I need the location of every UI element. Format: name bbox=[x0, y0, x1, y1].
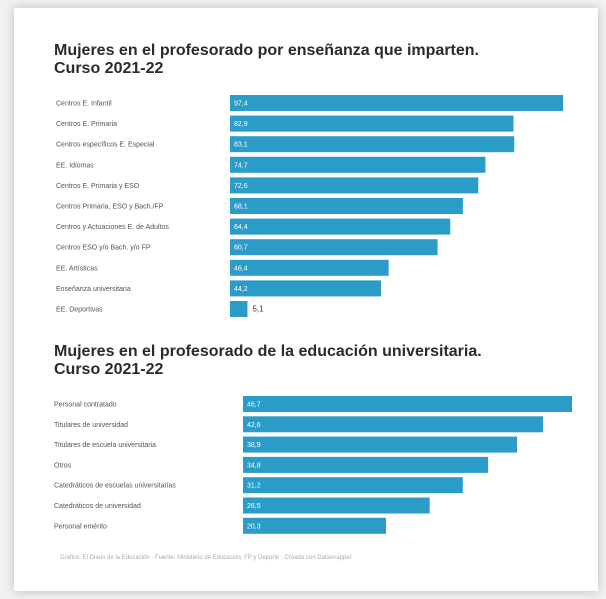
value-label-ensenanza-5: 68,1 bbox=[234, 204, 248, 211]
value-label-ensenanza-8: 46,4 bbox=[234, 265, 248, 272]
category-label-universitaria-6: Personal emérito bbox=[54, 523, 107, 530]
chart-title-universitaria-line-1: Mujeres en el profesorado de la educació… bbox=[54, 343, 482, 360]
category-label-universitaria-1: Titulares de universidad bbox=[54, 422, 128, 429]
bar-ensenanza-8 bbox=[230, 259, 389, 276]
category-label-ensenanza-1: Centros E. Primaria bbox=[56, 121, 117, 128]
value-label-universitaria-3: 34,8 bbox=[247, 462, 261, 469]
value-label-ensenanza-2: 83,1 bbox=[234, 142, 248, 149]
category-label-universitaria-2: Titulares de escuela universitaria bbox=[54, 442, 156, 449]
category-label-ensenanza-8: EE. Artísticas bbox=[56, 265, 98, 272]
category-label-universitaria-5: Catedráticos de universidad bbox=[54, 503, 141, 510]
category-label-universitaria-4: Catedráticos de escuelas universitarias bbox=[54, 483, 176, 490]
source-note: Gráfico: El Diario de la Educación · Fue… bbox=[60, 555, 352, 561]
value-label-ensenanza-4: 72,6 bbox=[234, 183, 248, 190]
category-label-universitaria-0: Personal contratado bbox=[54, 402, 117, 409]
category-label-ensenanza-6: Centros y Actuaciones E. de Adultos bbox=[56, 224, 169, 231]
category-label-ensenanza-0: Centros E. Infantil bbox=[56, 101, 112, 108]
bar-universitaria-6 bbox=[243, 517, 387, 534]
bar-ensenanza-10 bbox=[230, 301, 248, 317]
chart-title-universitaria: Mujeres en el profesorado de la educació… bbox=[54, 343, 574, 379]
category-label-ensenanza-2: Centros específicos E. Especial bbox=[56, 142, 155, 149]
bar-ensenanza-6 bbox=[230, 218, 451, 235]
value-label-universitaria-0: 46,7 bbox=[247, 402, 261, 409]
value-label-ensenanza-0: 97,4 bbox=[234, 101, 248, 108]
value-label-ensenanza-3: 74,7 bbox=[234, 162, 248, 169]
category-label-ensenanza-3: EE. Idiomas bbox=[56, 162, 94, 169]
category-label-ensenanza-4: Centros E. Primaria y ESO bbox=[56, 183, 140, 190]
category-label-ensenanza-10: EE. Deportivas bbox=[56, 307, 103, 314]
bar-ensenanza-3 bbox=[230, 156, 486, 173]
category-label-ensenanza-7: Centros ESO y/o Bach. y/o FP bbox=[56, 245, 151, 252]
value-label-universitaria-6: 20,3 bbox=[247, 523, 261, 530]
bar-universitaria-5 bbox=[243, 497, 430, 514]
chart-title-universitaria-line-2: Curso 2021-22 bbox=[54, 361, 164, 378]
category-label-ensenanza-5: Centros Primaria, ESO y Bach./FP bbox=[56, 204, 164, 211]
category-label-ensenanza-9: Enseñanza universitaria bbox=[56, 286, 131, 293]
category-label-universitaria-3: Otros bbox=[54, 462, 72, 469]
chart-title-ensenanza: Mujeres en el profesorado por enseñanza … bbox=[54, 42, 574, 78]
value-label-ensenanza-10: 5,1 bbox=[252, 305, 264, 314]
value-label-universitaria-2: 38,9 bbox=[247, 442, 261, 449]
bar-universitaria-1 bbox=[243, 416, 544, 433]
value-label-universitaria-1: 42,6 bbox=[247, 422, 261, 429]
bar-ensenanza-1 bbox=[230, 115, 514, 132]
value-label-universitaria-5: 26,5 bbox=[247, 503, 261, 510]
bar-ensenanza-4 bbox=[230, 177, 479, 194]
bar-ensenanza-0 bbox=[230, 95, 564, 111]
bar-ensenanza-2 bbox=[230, 136, 515, 153]
bar-universitaria-2 bbox=[243, 436, 518, 453]
value-label-ensenanza-1: 82,9 bbox=[234, 121, 248, 128]
chart-title-ensenanza-line-2: Curso 2021-22 bbox=[54, 60, 164, 77]
bar-ensenanza-7 bbox=[230, 239, 438, 256]
bar-universitaria-0 bbox=[243, 396, 572, 412]
value-label-ensenanza-7: 60,7 bbox=[234, 245, 248, 252]
bar-universitaria-4 bbox=[243, 477, 463, 494]
value-label-ensenanza-6: 64,4 bbox=[234, 224, 248, 231]
bar-ensenanza-9 bbox=[230, 280, 382, 297]
value-label-ensenanza-9: 44,2 bbox=[234, 286, 248, 293]
bar-ensenanza-5 bbox=[230, 198, 463, 214]
value-label-universitaria-4: 31,2 bbox=[247, 483, 261, 490]
chart-title-ensenanza-line-1: Mujeres en el profesorado por enseñanza … bbox=[54, 42, 479, 59]
bar-universitaria-3 bbox=[243, 456, 489, 473]
